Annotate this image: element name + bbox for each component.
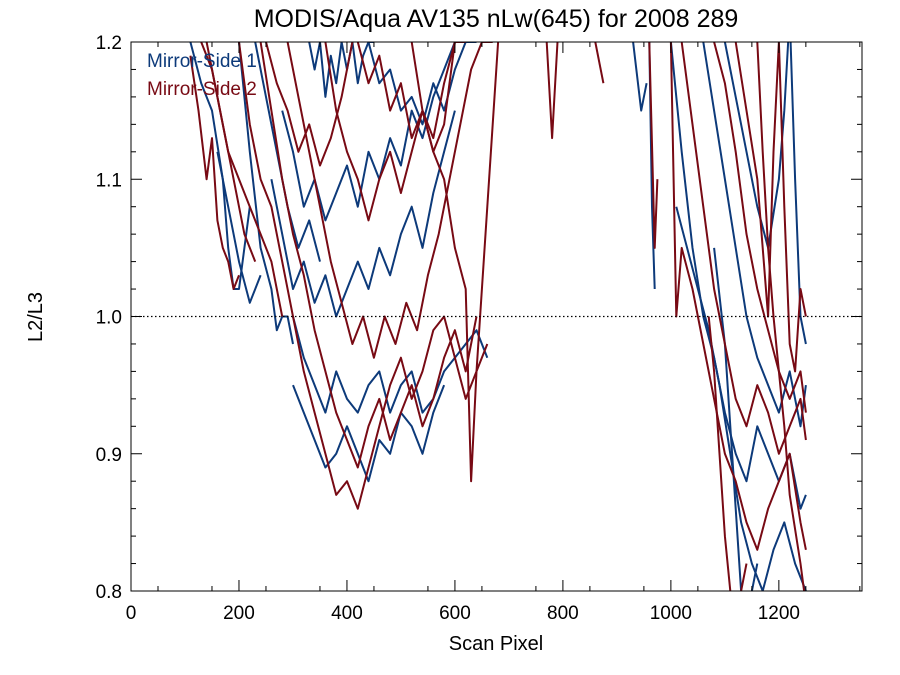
series-line-10	[216, 151, 262, 304]
series-line-34	[734, 42, 807, 373]
x-tick-label: 800	[547, 603, 579, 624]
legend-entry-mirror-side-1: Mirror-Side 1	[147, 51, 257, 72]
series-line-30	[648, 42, 659, 249]
series-line-28	[545, 42, 559, 140]
series-line-12	[632, 42, 648, 112]
y-tick-label: 1.1	[96, 170, 122, 191]
series-line-20	[238, 42, 489, 510]
x-tick-label: 400	[331, 603, 363, 624]
axis-ticks: 0 200 400 600 800 1000 1200 0.8 0.9 1.0 1.1 1.2	[96, 33, 862, 624]
series-line-33	[713, 42, 807, 413]
series-line-6	[281, 42, 456, 222]
legend: Mirror-Side 1 Mirror-Side 2	[147, 51, 257, 100]
series-line-23	[324, 42, 466, 222]
series-line-35	[707, 316, 748, 591]
series-line-21	[259, 42, 478, 469]
series-line-14	[675, 206, 807, 591]
series-line-17	[713, 247, 759, 591]
y-tick-label: 1.0	[96, 308, 122, 329]
series-line-8	[308, 42, 374, 98]
series-line-5	[270, 110, 456, 318]
series-line-16	[723, 42, 807, 345]
x-axis-label: Scan Pixel	[449, 633, 544, 655]
y-tick-label: 1.2	[96, 33, 122, 54]
series-line-27	[200, 42, 257, 262]
series-line-18	[189, 55, 240, 290]
series-line-32	[680, 42, 807, 455]
series-line-2	[238, 42, 294, 345]
series-line-4	[292, 384, 446, 483]
x-tick-label: 1200	[758, 603, 800, 624]
series-line-15	[702, 42, 807, 428]
series-line-22	[286, 42, 493, 359]
series-line-36	[756, 42, 806, 591]
series-line-29	[594, 42, 605, 84]
x-tick-label: 1000	[650, 603, 692, 624]
series-line-31	[669, 42, 807, 551]
x-tick-label: 0	[126, 603, 137, 624]
series-line-24	[410, 42, 500, 483]
series-line-26	[265, 42, 354, 167]
y-axis-label: L2/L3	[25, 292, 47, 342]
y-tick-label: 0.8	[96, 582, 122, 603]
series-line-25	[356, 42, 456, 153]
y-tick-label: 0.9	[96, 445, 122, 466]
chart-title: MODIS/Aqua AV135 nLw(645) for 2008 289	[254, 5, 739, 33]
x-tick-label: 200	[223, 603, 255, 624]
plot-area	[189, 42, 807, 591]
series-line-7	[367, 42, 477, 126]
x-tick-label: 600	[439, 603, 471, 624]
series-line-1	[189, 42, 251, 290]
legend-entry-mirror-side-2: Mirror-Side 2	[147, 79, 257, 100]
